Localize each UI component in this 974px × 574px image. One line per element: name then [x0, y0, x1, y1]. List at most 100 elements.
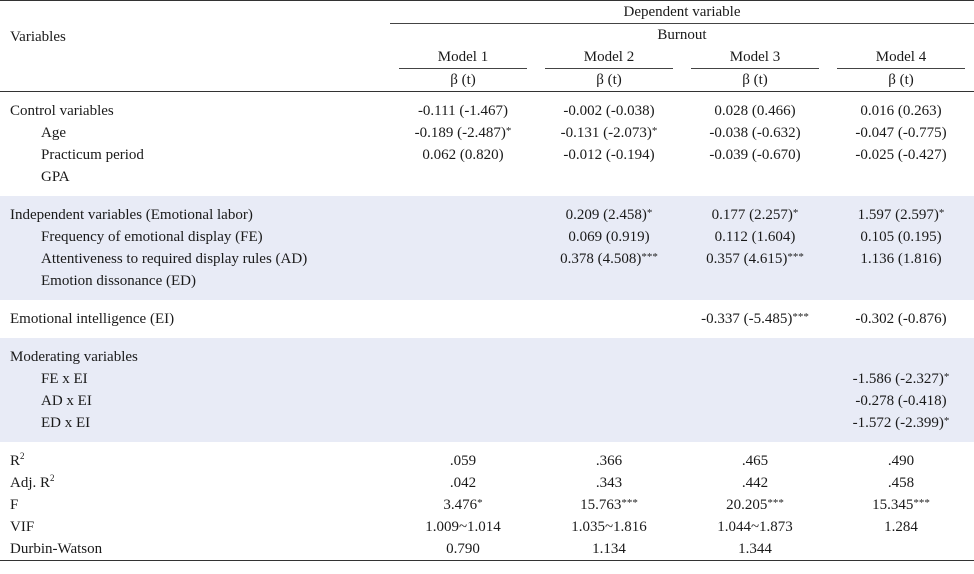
cell-model-1 [390, 412, 536, 434]
beta-header-1: β (t) [390, 69, 536, 92]
cell-model-3: 1.044~1.873 [717, 519, 793, 535]
cell-model-1 [390, 248, 536, 270]
cell-model-4: -0.025 (-0.427) [855, 147, 947, 163]
cell-model-4: 0.105 (0.195) [828, 226, 974, 248]
cell-model-3 [682, 270, 828, 292]
cell-model-1 [390, 308, 536, 330]
cell-model-1: 1.009~1.014 [425, 519, 501, 535]
cell-model-4: 1.136 (1.816) [828, 248, 974, 270]
row-label: FE x EI [0, 368, 390, 390]
section-spacer [0, 442, 974, 450]
row-label: Durbin-Watson [0, 538, 390, 561]
cell-model-2: -0.012 (-0.194) [563, 147, 655, 163]
cell-model-1 [390, 368, 536, 390]
table-row: Moderating variables [0, 346, 974, 368]
cell-model-3: 0.177 (2.257)* [682, 204, 828, 226]
model-4-header: Model 4 [828, 46, 974, 69]
cell-model-3: 0.112 (1.604) [682, 226, 828, 248]
beta-header-2: β (t) [536, 69, 682, 92]
section-spacer [0, 92, 974, 101]
regression-table: Variables Dependent variable Burnout Mod… [0, 0, 974, 561]
row-label: F [10, 497, 19, 513]
row-label: Age [41, 125, 66, 141]
cell-model-1: 0.062 (0.820) [422, 147, 504, 163]
table-row: ED x EI -1.572 (-2.399)* [0, 412, 974, 434]
cell-model-1 [390, 390, 536, 412]
cell-model-2: .343 [595, 475, 623, 491]
header-row-models: Model 1 Model 2 Model 3 Model 4 [0, 46, 974, 69]
model-1-header: Model 1 [390, 46, 536, 69]
cell-model-3: 20.205*** [726, 497, 784, 513]
section-spacer [0, 434, 974, 442]
cell-model-3: -0.039 (-0.670) [709, 147, 801, 163]
row-label: Control variables [10, 103, 114, 119]
cell-model-1: .059 [449, 453, 477, 469]
section-spacer [0, 188, 974, 196]
burnout-header: Burnout [657, 27, 707, 43]
row-label: Emotion dissonance (ED) [0, 270, 390, 292]
table-row: Practicum period 0.062 (0.820) -0.012 (-0.… [0, 144, 974, 166]
cell-model-1 [390, 226, 536, 248]
cell-model-4 [828, 538, 974, 561]
model-3-header: Model 3 [682, 46, 828, 69]
cell-model-4: -0.278 (-0.418) [828, 390, 974, 412]
table-row: FE x EI -1.586 (-2.327)* [0, 368, 974, 390]
row-label: AD x EI [0, 390, 390, 412]
table-row: VIF 1.009~1.014 1.035~1.816 1.044~1.873 1.28… [0, 516, 974, 538]
cell-model-2 [536, 308, 682, 330]
cell-model-2 [536, 346, 682, 368]
cell-model-4: 1.284 [884, 519, 918, 535]
row-label: Independent variables (Emotional labor) [0, 204, 390, 226]
row-label: Moderating variables [0, 346, 390, 368]
cell-model-1: -0.111 (-1.467) [417, 103, 509, 119]
row-label: Attentiveness to required display rules … [0, 248, 390, 270]
row-label: VIF [10, 519, 35, 535]
cell-model-2: -0.131 (-2.073)* [560, 125, 658, 141]
variables-header: Variables [0, 0, 390, 92]
cell-model-2: .366 [595, 453, 623, 469]
cell-model-3: -0.337 (-5.485)*** [701, 311, 809, 327]
cell-model-3: -0.038 (-0.632) [709, 125, 801, 141]
table-row: Emotional intelligence (EI) -0.337 (-5.48… [0, 308, 974, 330]
cell-model-2: 0.209 (2.458)* [536, 204, 682, 226]
cell-model-4: 0.016 (0.263) [860, 103, 942, 119]
row-label: Practicum period [41, 147, 144, 163]
cell-model-3: 0.028 (0.466) [714, 103, 796, 119]
cell-model-3: 1.344 [682, 538, 828, 561]
table-body: Control variables -0.111 (-1.467) -0.002 (… [0, 92, 974, 561]
cell-model-4 [828, 270, 974, 292]
table-row: Emotion dissonance (ED) [0, 270, 974, 292]
table-row: AD x EI -0.278 (-0.418) [0, 390, 974, 412]
cell-model-4: -1.586 (-2.327)* [828, 368, 974, 390]
cell-model-1 [390, 346, 536, 368]
cell-model-2: 15.763*** [580, 497, 638, 513]
cell-model-1 [390, 270, 536, 292]
cell-model-4 [828, 166, 974, 188]
table-row: Independent variables (Emotional labor) 0… [0, 204, 974, 226]
cell-model-2 [536, 390, 682, 412]
table-row: GPA [0, 166, 974, 188]
cell-model-3 [682, 166, 828, 188]
header-row-dependent: Variables Dependent variable [0, 0, 974, 92]
cell-model-2 [536, 166, 682, 188]
cell-model-4: -1.572 (-2.399)* [828, 412, 974, 434]
cell-model-4: .458 [887, 475, 915, 491]
cell-model-3 [682, 368, 828, 390]
beta-header-3: β (t) [682, 69, 828, 92]
table-row: Frequency of emotional display (FE) 0.069… [0, 226, 974, 248]
cell-model-3 [682, 346, 828, 368]
table-row: F 3.476* 15.763*** 20.205*** 15.345*** [0, 494, 974, 516]
header-row-beta: β (t) β (t) β (t) β (t) [0, 69, 974, 92]
cell-model-1 [390, 204, 536, 226]
table-row: Control variables -0.111 (-1.467) -0.002 (… [0, 100, 974, 122]
model-2-header: Model 2 [536, 46, 682, 69]
section-spacer [0, 300, 974, 308]
cell-model-4: .490 [887, 453, 915, 469]
table-row: Durbin-Watson 0.790 1.134 1.344 [0, 538, 974, 561]
cell-model-4: -0.302 (-0.876) [855, 311, 947, 327]
row-label: Emotional intelligence (EI) [10, 311, 175, 327]
cell-model-4: 15.345*** [872, 497, 930, 513]
section-spacer [0, 338, 974, 346]
cell-model-2: -0.002 (-0.038) [563, 103, 655, 119]
